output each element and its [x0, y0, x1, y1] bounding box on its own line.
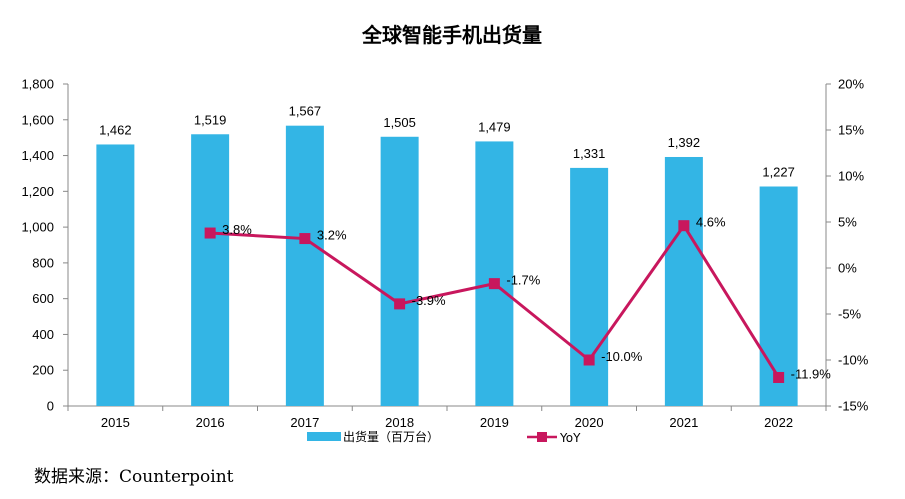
right-tick-label: 15%	[838, 123, 864, 138]
legend-label-yoy: YoY	[559, 431, 581, 445]
x-tick-label: 2016	[196, 415, 225, 430]
left-tick-label: 1,800	[21, 77, 54, 92]
left-tick-label: 1,000	[21, 220, 54, 235]
yoy-value-label: -11.9%	[791, 366, 832, 381]
right-tick-label: 10%	[838, 169, 864, 184]
legend: 出货量（百万台） YoY	[307, 429, 581, 445]
bar	[475, 141, 514, 406]
bar	[664, 156, 703, 406]
right-tick-label: 5%	[838, 215, 857, 230]
right-y-axis: -15% -10% -5% 0% 5% 10% 15% 20%	[825, 77, 869, 414]
right-tick-label: -15%	[838, 399, 869, 414]
bar-value-label: 1,505	[383, 115, 416, 130]
chart-title: 全球智能手机出货量	[361, 23, 542, 47]
yoy-marker	[678, 220, 690, 232]
x-tick-label: 2017	[290, 415, 319, 430]
x-tick-label: 2015	[101, 415, 130, 430]
yoy-value-label: 4.6%	[696, 215, 726, 230]
x-tick-label: 2022	[764, 415, 793, 430]
x-tick-label: 2019	[480, 415, 509, 430]
bar	[380, 136, 419, 406]
bar	[96, 144, 135, 406]
right-tick-label: -10%	[838, 353, 869, 368]
legend-swatch-yoy-marker	[537, 432, 547, 442]
source-note: 数据来源：Counterpoint	[34, 467, 234, 487]
bar	[191, 134, 230, 407]
left-tick-label: 0	[47, 399, 54, 414]
bar	[285, 125, 324, 406]
bar-value-label: 1,331	[573, 146, 606, 161]
bar	[759, 186, 798, 406]
bar-value-label: 1,227	[762, 165, 795, 180]
left-tick-label: 1,600	[21, 112, 54, 127]
bar-value-label: 1,479	[478, 119, 511, 134]
yoy-marker	[394, 298, 406, 310]
bar-value-label: 1,567	[289, 104, 322, 119]
yoy-series: 3.8% 3.2% -3.9% -1.7% -10.0% 4.6% -11.9%	[204, 215, 832, 383]
left-tick-label: 1,200	[21, 184, 54, 199]
yoy-marker	[773, 371, 785, 383]
bar-value-label: 1,462	[99, 122, 132, 137]
left-tick-label: 1,400	[21, 148, 54, 163]
yoy-value-label: -1.7%	[506, 273, 540, 288]
x-tick-label: 2020	[575, 415, 604, 430]
yoy-marker	[488, 278, 500, 290]
yoy-value-label: 3.8%	[222, 222, 252, 237]
yoy-value-label: 3.2%	[317, 228, 347, 243]
left-tick-label: 800	[32, 255, 54, 270]
bar-data-labels: 1,462 1,519 1,567 1,505 1,479 1,331 1,392 1,227	[99, 104, 795, 180]
left-tick-label: 600	[32, 291, 54, 306]
bar-value-label: 1,519	[194, 112, 227, 127]
legend-swatch-shipments	[307, 432, 341, 441]
left-tick-label: 400	[32, 327, 54, 342]
x-tick-label: 2021	[669, 415, 698, 430]
yoy-marker	[204, 227, 216, 239]
left-tick-label: 200	[32, 363, 54, 378]
bar	[570, 167, 609, 406]
x-axis: 2015 2016 2017 2018 2019 2020 2021 2022	[67, 405, 827, 430]
yoy-value-label: -10.0%	[601, 349, 643, 364]
left-y-axis: 0 200 400 600 800 1,000 1,200 1,400 1,600 1,800	[21, 77, 69, 414]
right-tick-label: -5%	[838, 307, 862, 322]
yoy-marker	[583, 354, 595, 366]
legend-label-shipments: 出货量（百万台）	[343, 429, 439, 444]
yoy-value-label: -3.9%	[412, 293, 446, 308]
right-tick-label: 0%	[838, 261, 857, 276]
yoy-marker	[299, 233, 311, 245]
right-tick-label: 20%	[838, 77, 864, 92]
bar-value-label: 1,392	[668, 135, 701, 150]
bar-series	[96, 125, 798, 407]
x-tick-label: 2018	[385, 415, 414, 430]
